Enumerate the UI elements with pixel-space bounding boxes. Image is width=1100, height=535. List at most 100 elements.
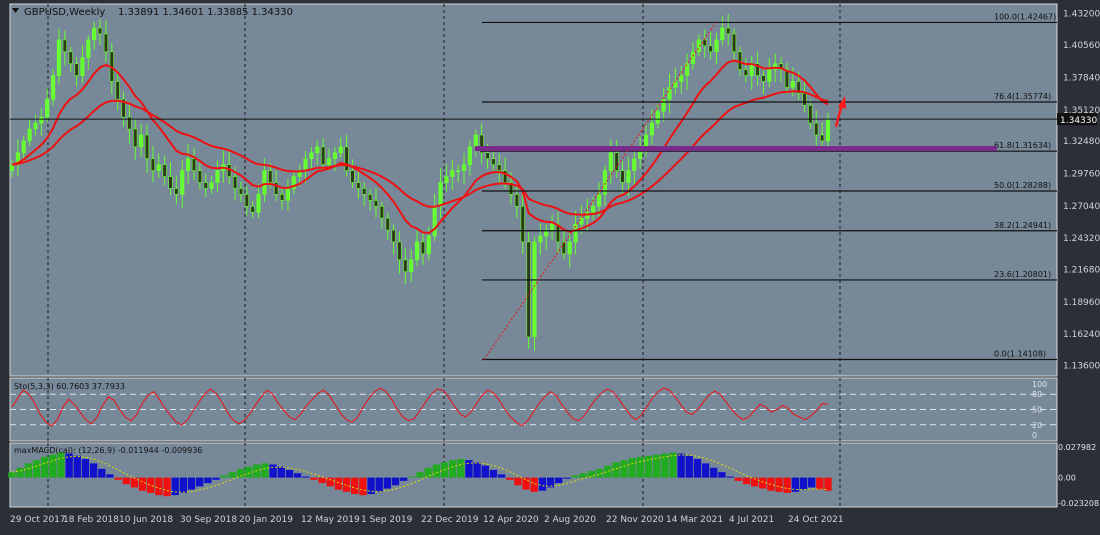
macd-histogram-bar	[8, 472, 16, 478]
fib-level-label: 50.0(1.28288)	[994, 181, 1051, 190]
macd-histogram-bar	[155, 477, 163, 496]
candle-body	[743, 69, 748, 76]
candle-body	[526, 241, 531, 338]
candle-body	[561, 241, 566, 255]
symbol-menu-icon[interactable]	[12, 8, 19, 13]
candle-body	[579, 217, 584, 225]
macd-histogram-bar	[783, 477, 791, 493]
macd-histogram-bar	[122, 477, 130, 485]
candle-body	[802, 93, 807, 106]
x-tick-label: 10 Jun 2018	[119, 515, 173, 525]
candle-body	[778, 63, 784, 70]
macd-y-tick: 0.027982	[1058, 443, 1096, 452]
macd-histogram-bar	[375, 477, 383, 492]
macd-histogram-bar	[604, 465, 612, 478]
macd-histogram-bar	[620, 460, 628, 478]
macd-histogram-bar	[497, 474, 506, 478]
candle-body	[21, 140, 26, 154]
macd-histogram-bar	[824, 477, 832, 491]
macd-histogram-bar	[571, 475, 579, 478]
macd-histogram-bar	[342, 477, 351, 492]
macd-histogram-bar	[701, 463, 710, 478]
macd-histogram-bar	[693, 459, 702, 478]
candle-body	[784, 69, 790, 88]
macd-histogram-bar	[652, 454, 661, 478]
macd-histogram-bar	[236, 468, 245, 478]
candle-body	[121, 99, 126, 118]
candle-body	[315, 146, 320, 154]
x-tick-label: 22 Nov 2020	[606, 515, 664, 525]
current-price-value: 1.34330	[1060, 116, 1097, 126]
fib-level-label: 100.0(1.42467)	[994, 12, 1056, 21]
macd-histogram-bar	[628, 457, 636, 478]
candle-body	[602, 170, 608, 195]
y-tick-label: 1.35120	[1063, 106, 1100, 116]
candle-body	[567, 241, 572, 255]
candle-body	[825, 119, 831, 142]
candle-body	[485, 152, 490, 160]
macd-histogram-bar	[742, 477, 751, 485]
candle-body	[279, 194, 285, 201]
candle-body	[162, 164, 167, 177]
macd-histogram-bar	[391, 477, 400, 486]
stochastic-y-tick: 20	[1032, 421, 1042, 430]
stochastic-y-tick: 100	[1032, 380, 1047, 389]
macd-histogram-bar	[261, 463, 269, 478]
candle-body	[497, 164, 502, 171]
candle-body	[726, 27, 731, 35]
candle-body	[344, 146, 349, 171]
candle-body	[444, 176, 449, 183]
candle-body	[385, 217, 390, 231]
stochastic-title: Sto(5,3,3) 60.7603 37.7933	[14, 382, 125, 391]
y-tick-label: 1.37840	[1063, 73, 1100, 83]
candle-body	[139, 134, 144, 148]
x-tick-label: 30 Sep 2018	[180, 515, 237, 525]
chart-header-symbol: GBPUSD,Weekly	[24, 7, 105, 18]
x-tick-label: 18 Feb 2018	[63, 515, 119, 525]
fib-level-label: 0.0(1.14108)	[994, 350, 1046, 359]
x-tick-label: 12 Apr 2020	[483, 515, 539, 525]
candle-body	[238, 188, 244, 195]
stochastic-y-tick: 0	[1032, 431, 1037, 440]
macd-histogram-bar	[269, 464, 277, 478]
candle-body	[679, 75, 684, 82]
macd-histogram-bar	[726, 476, 734, 478]
candle-body	[379, 205, 384, 219]
candle-body	[755, 63, 760, 76]
macd-histogram-bar	[57, 452, 65, 478]
macd-histogram-bar	[759, 477, 767, 489]
candle-body	[720, 27, 725, 41]
x-tick-label: 20 Jan 2019	[239, 515, 293, 525]
x-tick-label: 22 Dec 2019	[421, 515, 479, 525]
candle-body	[420, 241, 426, 255]
projection-arrow	[834, 103, 844, 127]
chart-header-ohlc: 1.33891 1.34601 1.33885 1.34330	[118, 7, 293, 18]
candle-body	[197, 170, 202, 183]
candle-body	[133, 128, 138, 148]
macd-histogram-bar	[816, 477, 824, 490]
candle-body	[608, 152, 613, 171]
candle-body	[397, 241, 402, 261]
candle-body	[690, 51, 696, 64]
macd-histogram-bar	[130, 477, 139, 488]
y-tick-label: 1.21680	[1063, 266, 1100, 276]
macd-histogram-bar	[302, 476, 310, 478]
candle-body	[92, 27, 97, 41]
candle-body	[761, 75, 766, 82]
candle-body	[103, 33, 109, 53]
candle-body	[368, 194, 373, 201]
x-tick-label: 4 Jul 2021	[729, 515, 774, 525]
macd-histogram-bar	[98, 468, 106, 478]
candle-body	[520, 205, 525, 243]
macd-histogram-bar	[244, 466, 253, 478]
macd-histogram-bar	[310, 477, 318, 480]
macd-histogram-bar	[318, 477, 326, 484]
macd-histogram-bar	[669, 452, 677, 478]
macd-histogram-bar	[465, 460, 473, 478]
macd-histogram-bar	[538, 477, 547, 491]
macd-signal-line	[11, 454, 829, 493]
candle-body	[250, 205, 255, 213]
candle-body	[285, 188, 291, 201]
candle-body	[737, 51, 743, 70]
macd-histogram-bar	[187, 477, 196, 490]
